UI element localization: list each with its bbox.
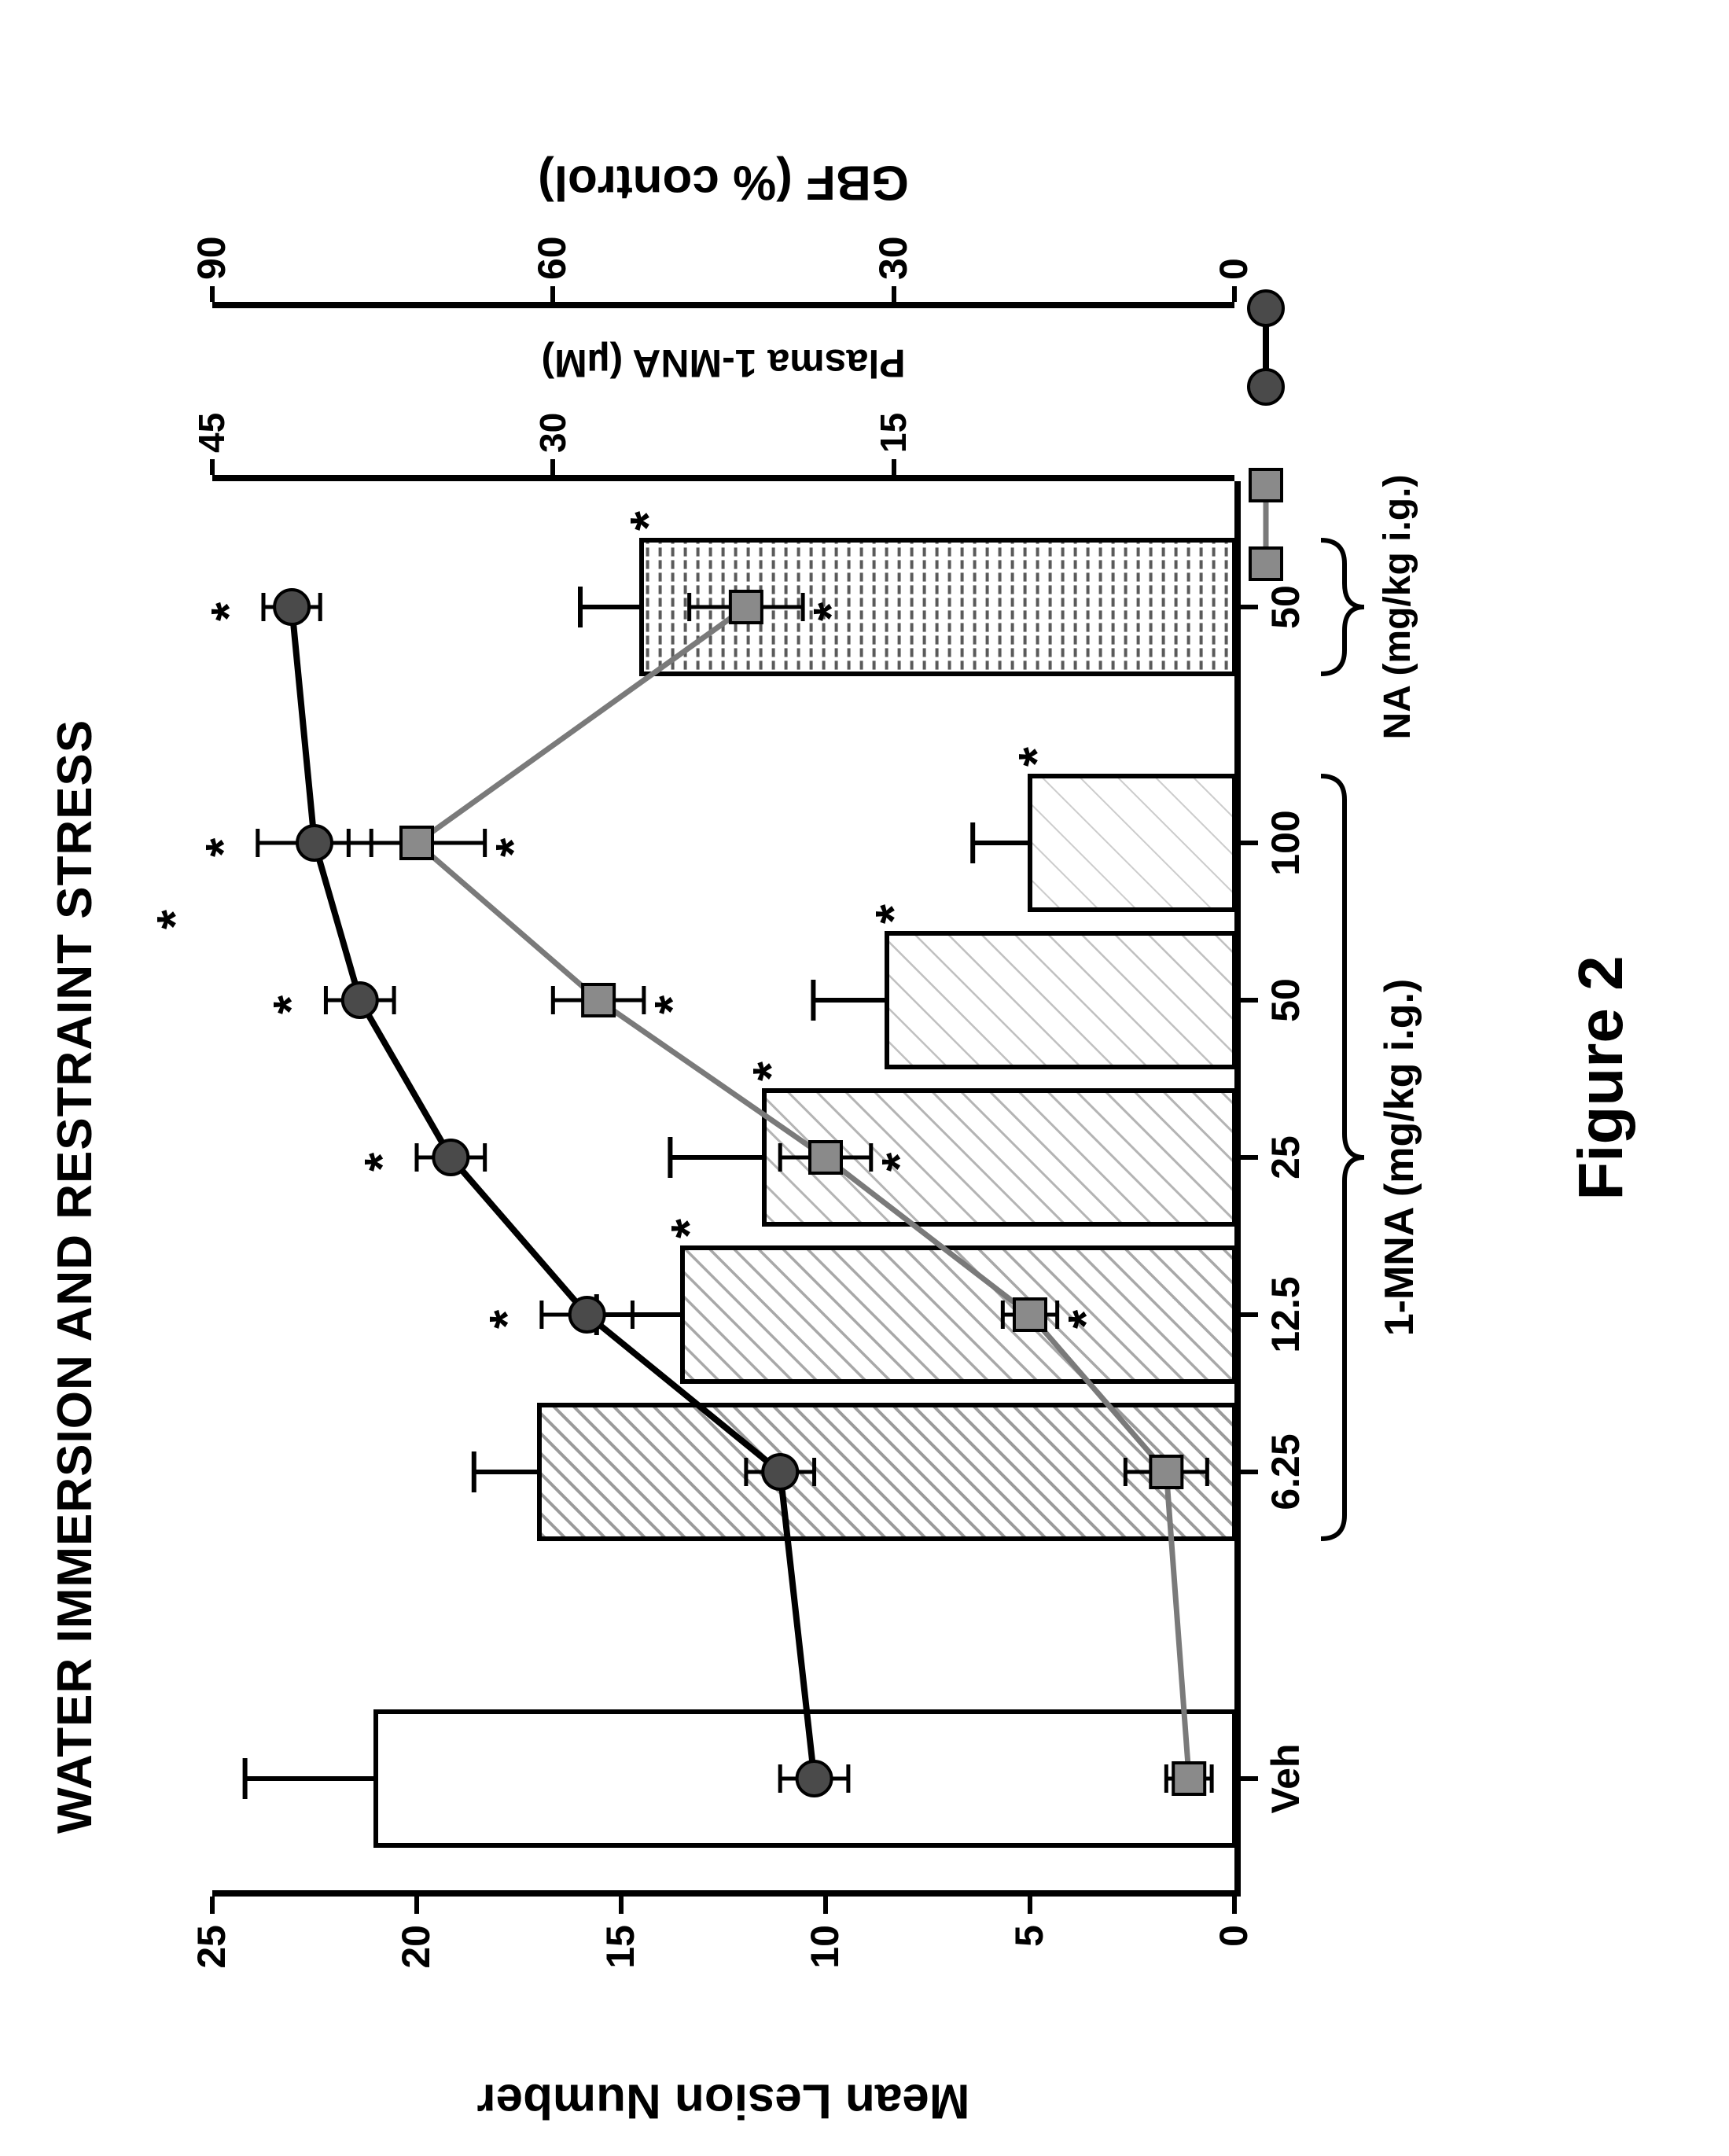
- plasma-marker: [730, 591, 762, 623]
- right-outer-axis-line: [212, 302, 1234, 308]
- x-axis-tick-label: 12.5: [1263, 1276, 1308, 1352]
- gbf-marker: [343, 983, 377, 1017]
- significance-star: *: [149, 910, 200, 929]
- bar: [1030, 776, 1234, 910]
- x-axis-tick: [1241, 998, 1258, 1003]
- x-axis-tick: [1241, 1155, 1258, 1160]
- left-axis-tick: [414, 1897, 419, 1914]
- right-inner-axis-tick: [550, 459, 555, 475]
- x-axis-tick-label: 6.25: [1263, 1433, 1308, 1510]
- x-axis-tick-label: 50: [1263, 585, 1308, 629]
- gbf-marker: [797, 1761, 832, 1796]
- gbf-legend-marker: [1249, 291, 1283, 326]
- right-outer-axis-tick: [892, 286, 896, 302]
- bottom-axis-line: [1234, 481, 1241, 1897]
- right-inner-axis-line: [212, 475, 1234, 481]
- left-axis-tick-label: 25: [189, 1925, 234, 2011]
- right-inner-axis-tick: [210, 459, 215, 475]
- right-outer-axis-label: GBF (% control): [538, 155, 909, 211]
- right-inner-axis-tick-label: 45: [190, 413, 233, 453]
- plasma-legend-marker: [1250, 548, 1282, 579]
- gbf-marker: [433, 1140, 468, 1175]
- plasma-marker: [810, 1142, 841, 1173]
- significance-star: *: [200, 838, 248, 857]
- left-axis-line: [212, 1890, 1234, 1897]
- x-axis-tick-label: Veh: [1263, 1744, 1308, 1814]
- left-axis-tick: [823, 1897, 828, 1914]
- significance-star: *: [490, 838, 539, 857]
- right-inner-axis-tick-label: 15: [872, 413, 914, 453]
- x-axis-tick: [1241, 605, 1258, 609]
- significance-star: *: [649, 995, 697, 1014]
- left-axis-tick: [210, 1897, 215, 1914]
- right-outer-axis-tick-label: 90: [189, 236, 234, 280]
- x-axis-tick: [1241, 841, 1258, 845]
- left-axis-tick-label: 5: [1006, 1925, 1052, 2011]
- gbf-marker: [763, 1455, 797, 1489]
- x-axis-tick: [1241, 1470, 1258, 1474]
- right-inner-axis-tick: [892, 459, 896, 475]
- significance-star: *: [1011, 747, 1061, 767]
- plasma-marker: [1150, 1456, 1182, 1488]
- bar: [887, 933, 1234, 1067]
- gbf-marker: [570, 1297, 605, 1332]
- left-axis-tick: [619, 1897, 624, 1914]
- significance-star: *: [359, 1153, 407, 1172]
- gbf-marker: [297, 826, 332, 860]
- x-group-brace: [1321, 540, 1364, 674]
- x-axis-tick-label: 25: [1263, 1135, 1308, 1179]
- significance-star: *: [205, 602, 254, 621]
- right-outer-axis-tick-label: 30: [870, 236, 916, 280]
- x-axis-tick: [1241, 1776, 1258, 1781]
- bar: [682, 1248, 1234, 1382]
- significance-star: *: [623, 511, 673, 531]
- significance-star: *: [664, 1219, 714, 1238]
- x-axis-tick-label: 50: [1263, 978, 1308, 1022]
- x-axis-tick-label: 100: [1263, 810, 1308, 875]
- right-inner-axis-tick-label: 30: [532, 413, 574, 453]
- plasma-marker: [401, 827, 432, 859]
- significance-star: *: [267, 995, 316, 1014]
- plasma-marker: [583, 984, 614, 1016]
- right-outer-axis-tick: [1232, 286, 1237, 302]
- left-axis-tick-label: 10: [802, 1925, 848, 2011]
- significance-star: *: [876, 1153, 925, 1172]
- plasma-marker: [1173, 1763, 1205, 1794]
- x-group-label: NA (mg/kg i.g.): [1376, 475, 1419, 740]
- figure-caption: Figure 2: [1565, 955, 1637, 1200]
- left-axis-tick: [1028, 1897, 1032, 1914]
- gbf-marker: [274, 590, 309, 624]
- significance-star: *: [745, 1061, 796, 1081]
- gbf-legend-marker: [1249, 370, 1283, 404]
- right-outer-axis-tick: [550, 286, 555, 302]
- plasma-legend-marker: [1250, 469, 1282, 501]
- left-axis-tick-label: 0: [1211, 1925, 1256, 2011]
- left-axis-tick: [1232, 1897, 1237, 1914]
- left-axis-label: Mean Lesion Number: [477, 2073, 970, 2129]
- right-outer-axis-tick-label: 0: [1211, 258, 1256, 280]
- x-group-brace: [1321, 776, 1364, 1539]
- gbf-line: [292, 607, 814, 1779]
- x-axis-tick: [1241, 1312, 1258, 1317]
- significance-star: *: [1062, 1310, 1111, 1329]
- plasma-marker: [1014, 1299, 1046, 1330]
- significance-star: *: [484, 1310, 532, 1329]
- right-outer-axis-tick: [210, 286, 215, 302]
- chart-svg: [0, 0, 1729, 2156]
- right-outer-axis-tick-label: 60: [529, 236, 575, 280]
- left-axis-tick-label: 15: [598, 1925, 643, 2011]
- significance-star: *: [868, 904, 918, 924]
- x-group-label: 1-MNA (mg/kg i.g.): [1376, 979, 1423, 1337]
- significance-star: *: [807, 602, 856, 621]
- right-inner-axis-label: Plasma 1-MNA (µM): [541, 340, 905, 386]
- left-axis-tick-label: 20: [393, 1925, 439, 2011]
